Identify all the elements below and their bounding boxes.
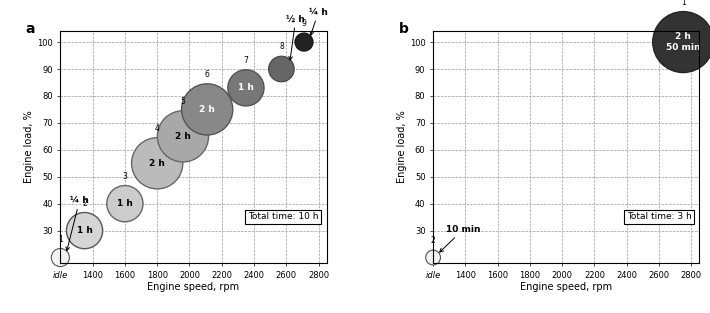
- Ellipse shape: [51, 249, 70, 267]
- X-axis label: Engine speed, rpm: Engine speed, rpm: [520, 282, 612, 292]
- Ellipse shape: [268, 56, 294, 82]
- Text: 7: 7: [244, 56, 248, 65]
- Y-axis label: Engine load, %: Engine load, %: [24, 111, 34, 183]
- Text: a: a: [26, 22, 36, 36]
- Text: 2 h
50 min: 2 h 50 min: [666, 32, 701, 52]
- Ellipse shape: [131, 138, 182, 189]
- Text: 2: 2: [431, 236, 435, 245]
- Text: 2 h: 2 h: [149, 159, 165, 168]
- Ellipse shape: [228, 70, 264, 106]
- Text: b: b: [398, 22, 408, 36]
- Ellipse shape: [158, 111, 209, 162]
- Ellipse shape: [295, 33, 313, 51]
- Ellipse shape: [652, 12, 710, 73]
- Text: 8: 8: [279, 42, 284, 51]
- Text: 5: 5: [180, 97, 185, 106]
- Text: 9: 9: [302, 19, 307, 28]
- Text: Total time: 3 h: Total time: 3 h: [627, 212, 692, 221]
- Text: 2: 2: [82, 199, 87, 208]
- Ellipse shape: [106, 186, 143, 222]
- Text: Total time: 10 h: Total time: 10 h: [248, 212, 319, 221]
- Ellipse shape: [426, 250, 440, 265]
- Text: 1 h: 1 h: [77, 226, 92, 235]
- Text: 4: 4: [155, 124, 160, 133]
- Text: ¼ h: ¼ h: [309, 8, 328, 35]
- Text: 3: 3: [122, 172, 127, 181]
- Text: 2 h: 2 h: [175, 132, 191, 141]
- Text: 1: 1: [681, 0, 686, 7]
- Text: 1 h: 1 h: [117, 199, 133, 208]
- Text: 10 min: 10 min: [439, 225, 481, 252]
- Ellipse shape: [67, 213, 103, 249]
- Text: ½ h: ½ h: [286, 15, 305, 60]
- Text: 2 h: 2 h: [200, 105, 215, 114]
- Y-axis label: Engine load, %: Engine load, %: [397, 111, 407, 183]
- Text: 6: 6: [204, 70, 209, 79]
- Text: ¼ h: ¼ h: [66, 196, 89, 251]
- X-axis label: Engine speed, rpm: Engine speed, rpm: [148, 282, 239, 292]
- Text: 1 h: 1 h: [238, 83, 254, 92]
- Ellipse shape: [182, 84, 233, 135]
- Text: 1: 1: [58, 235, 62, 244]
